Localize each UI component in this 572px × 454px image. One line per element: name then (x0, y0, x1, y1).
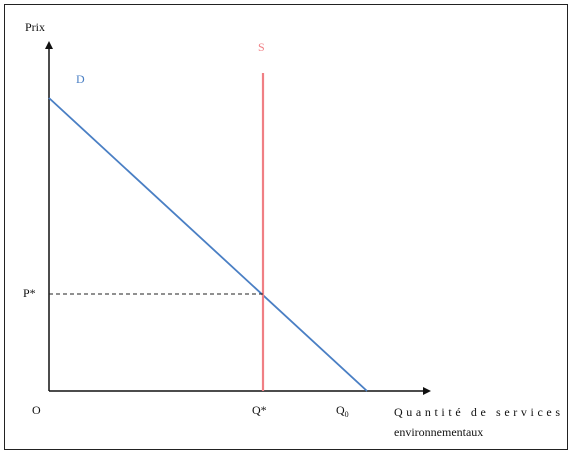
y-axis-label: Prix (25, 20, 45, 34)
origin-label: O (32, 403, 41, 417)
price-label: P* (23, 286, 36, 300)
q-intercept-label: Q0 (336, 403, 349, 419)
supply-label: S (258, 40, 265, 54)
demand-curve (48, 97, 368, 392)
demand-label: D (76, 72, 85, 86)
q-intercept-sub: 0 (345, 410, 349, 419)
supply-demand-diagram: Prix D S P* O Q* Q0 Quantité de services… (23, 20, 560, 439)
diagram-frame: Prix D S P* O Q* Q0 Quantité de services… (4, 4, 568, 450)
x-axis-label-line2: environnementaux (394, 425, 483, 439)
q-intercept-main: Q (336, 403, 345, 417)
quantity-label: Q* (252, 403, 267, 417)
x-axis-label-line1: Quantité de services (394, 405, 560, 419)
